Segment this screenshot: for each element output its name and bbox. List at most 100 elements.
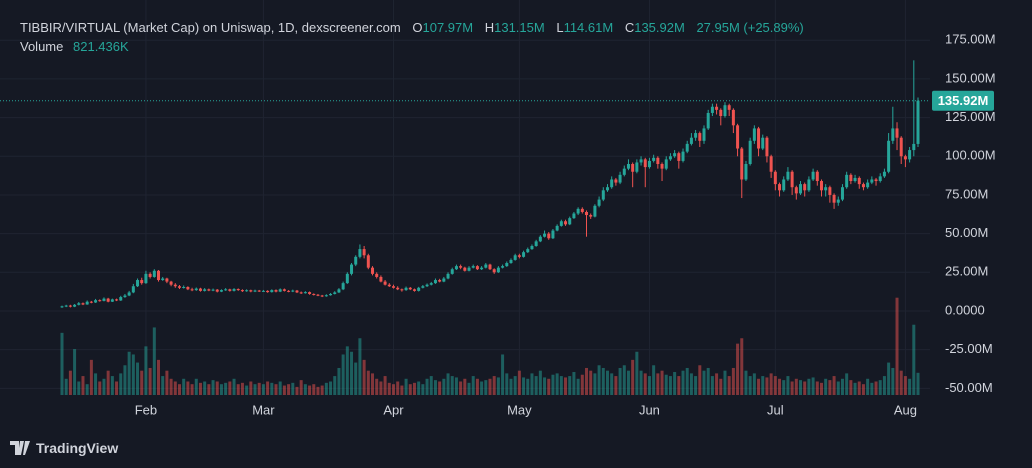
volume-bar	[899, 370, 903, 395]
candle-body	[731, 109, 735, 126]
volume-bar	[576, 378, 580, 395]
volume-bar	[513, 376, 517, 395]
volume-bar	[110, 376, 114, 395]
candle-body	[161, 278, 165, 281]
volume-bar	[874, 381, 878, 395]
candle-body	[354, 256, 358, 265]
candle-body	[102, 298, 106, 301]
candle-body	[94, 300, 98, 303]
candle-body	[878, 176, 882, 182]
volume-bar	[467, 382, 471, 395]
candle-body	[786, 171, 790, 180]
volume-bar	[68, 370, 72, 395]
candle-body	[803, 184, 807, 191]
y-tick-label: 175.00M	[945, 32, 996, 47]
candle-body	[215, 289, 219, 292]
ohlc-value: 135.92M	[634, 20, 685, 35]
candle-body	[429, 283, 433, 285]
volume-bar	[815, 381, 819, 395]
candle-body	[551, 230, 555, 239]
volume-bar	[475, 378, 479, 395]
candle-body	[282, 289, 286, 291]
candle-body	[274, 290, 278, 292]
candle-body	[131, 286, 135, 293]
volume-bar	[387, 382, 391, 395]
volume-bar	[366, 370, 370, 395]
chart-title: TIBBIR/VIRTUAL (Market Cap) on Uniswap, …	[20, 20, 401, 35]
volume-bar	[127, 351, 131, 395]
candle-body	[316, 294, 320, 296]
candle-body	[853, 177, 857, 182]
candle-body	[769, 156, 773, 172]
volume-bar	[681, 370, 685, 395]
volume-bar	[337, 367, 341, 395]
candle-body	[765, 137, 769, 157]
candle-body	[337, 289, 341, 293]
volume-bar	[857, 381, 861, 395]
volume-bar	[454, 377, 458, 395]
volume-bar	[190, 384, 194, 395]
volume-bar	[140, 370, 144, 395]
ohlc-value: 114.61M	[563, 20, 614, 35]
candle-body	[203, 289, 207, 291]
candle-body	[98, 300, 102, 302]
candle-body	[530, 246, 534, 250]
candle-body	[815, 171, 819, 182]
volume-bar	[538, 370, 542, 395]
candle-body	[543, 233, 547, 237]
candle-body	[488, 264, 492, 270]
candle-body	[677, 153, 681, 161]
volume-bar	[287, 384, 291, 395]
candle-body	[891, 128, 895, 141]
candle-body	[366, 255, 370, 268]
candle-body	[673, 153, 677, 157]
candle-body	[219, 290, 223, 292]
candle-body	[547, 233, 551, 239]
candle-body	[736, 125, 740, 149]
candle-body	[68, 305, 72, 307]
candle-body	[421, 286, 425, 288]
candle-body	[341, 283, 345, 290]
candle-body	[845, 174, 849, 188]
candle-body	[773, 171, 777, 185]
volume-bar	[656, 373, 660, 395]
candle-body	[198, 288, 202, 291]
candle-body	[601, 190, 605, 200]
volume-bar	[849, 380, 853, 395]
volume-bar	[488, 378, 492, 395]
candle-body	[509, 259, 513, 264]
candle-body	[467, 267, 471, 271]
volume-bar	[408, 384, 412, 395]
candle-body	[861, 184, 865, 188]
volume-bar	[643, 373, 647, 395]
candle-body	[895, 128, 899, 138]
volume-bar	[585, 367, 589, 395]
brand-text: TradingView	[36, 440, 119, 456]
candle-body	[505, 263, 509, 267]
volume-bar	[698, 365, 702, 395]
volume-bar	[564, 377, 568, 395]
candle-body	[912, 143, 916, 151]
volume-bar	[828, 380, 832, 395]
volume-bar	[547, 378, 551, 395]
volume-bar	[186, 381, 190, 395]
candle-body	[635, 162, 639, 172]
volume-bar	[400, 385, 404, 395]
volume-bar	[589, 370, 593, 395]
volume-bar	[597, 365, 601, 395]
candle-body	[412, 289, 416, 291]
volume-bar	[249, 381, 253, 395]
volume-bar	[593, 373, 597, 395]
candle-body	[417, 287, 421, 291]
candle-body	[408, 287, 412, 290]
candle-body	[85, 301, 89, 305]
volume-bar	[345, 346, 349, 395]
candle-body	[580, 208, 584, 212]
candle-body	[597, 199, 601, 206]
volume-bar	[303, 384, 307, 395]
x-tick-label: Jun	[639, 402, 660, 417]
volume-bar	[358, 338, 362, 395]
candle-body	[870, 179, 874, 183]
volume-bar	[450, 376, 454, 395]
